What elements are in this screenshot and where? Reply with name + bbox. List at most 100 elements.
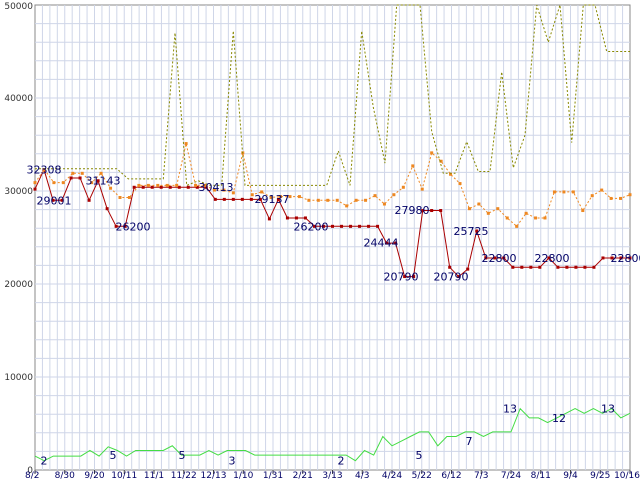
series-1-point: [345, 204, 349, 208]
series-0-point: [87, 198, 91, 202]
series-0-point: [249, 197, 253, 201]
series-1-point: [222, 188, 226, 192]
series-0-point: [358, 224, 362, 228]
series-0-point: [502, 256, 506, 260]
y-tick-label: 40000: [4, 94, 33, 104]
data-label: 27980: [395, 204, 430, 217]
series-1-point: [392, 193, 396, 197]
series-0-point: [195, 185, 199, 189]
series-1-point: [373, 194, 377, 198]
series-1-point: [628, 193, 632, 197]
series-0-point: [60, 198, 64, 202]
series-1-point: [184, 142, 188, 146]
data-label: 20790: [384, 271, 419, 284]
series-1-point: [269, 196, 273, 200]
series-1-point: [401, 185, 405, 189]
x-tick-label: 10/11: [111, 471, 137, 480]
series-0-point: [186, 185, 190, 189]
series-line-1: [34, 143, 631, 228]
series-1-point: [156, 183, 160, 187]
series-0-point: [592, 265, 596, 269]
data-label: 5: [179, 449, 186, 462]
x-tick-label: 1/31: [263, 471, 283, 480]
annotations: 32308 29001 31143 26200 30413 29137 26200 24444…: [27, 164, 640, 468]
data-label: 32308: [27, 164, 62, 177]
data-label: 13: [601, 403, 615, 416]
series-0-point: [285, 216, 289, 220]
data-label: 5: [416, 449, 423, 462]
series-line-3: [34, 407, 631, 462]
x-tick-label: 2/21: [293, 471, 313, 480]
series-0-point: [105, 207, 109, 211]
series-0-point: [276, 197, 280, 201]
series-1-point: [146, 183, 150, 187]
x-tick-label: 5/22: [412, 471, 432, 480]
series-1-point: [212, 188, 216, 192]
series-0-point: [258, 197, 262, 201]
series-1-point: [524, 211, 528, 215]
series-1-point: [175, 183, 179, 187]
series-1-point: [496, 207, 500, 211]
series-1-point: [99, 171, 103, 175]
series-1-point: [430, 151, 434, 155]
y-tick-label: 30000: [4, 187, 33, 197]
y-tick-label: 10000: [4, 373, 33, 383]
x-tick-label: 8/30: [55, 471, 75, 480]
series-0-point: [294, 216, 298, 220]
series-0-point: [565, 265, 569, 269]
series-1-point: [534, 216, 538, 220]
x-tick-label: 9/25: [590, 471, 610, 480]
series-1-point: [458, 182, 462, 186]
series-1-point: [600, 188, 604, 192]
series-1-point: [127, 196, 131, 200]
series-1-point: [411, 164, 415, 168]
series-1-point: [486, 211, 490, 215]
x-tick-label: 8/11: [531, 471, 551, 480]
x-tick-label: 11/1: [144, 471, 164, 480]
series-1-point: [137, 183, 141, 187]
series-1-point: [439, 159, 443, 163]
x-tick-label: 12/13: [201, 471, 227, 480]
series-1-point: [609, 196, 613, 200]
series-0-point: [141, 185, 145, 189]
x-tick-label: 9/4: [563, 471, 578, 480]
data-label: 7: [466, 435, 473, 448]
series-1-point: [118, 196, 122, 200]
data-label: 26200: [116, 220, 151, 233]
series-1-point: [260, 190, 264, 194]
series-0-point: [132, 185, 136, 189]
data-label: 2: [338, 455, 345, 468]
data-label: 13: [503, 403, 517, 416]
x-tick-label: 10/16: [614, 471, 640, 480]
x-axis: 8/2 8/30 9/20 10/11 11/1 11/22 12/13 1/10 1/31 2/…: [25, 470, 640, 480]
data-label: 20790: [434, 271, 469, 284]
series-0-point: [403, 275, 407, 279]
data-label: 22800: [611, 252, 640, 265]
series-0-point: [619, 256, 623, 260]
x-tick-label: 4/24: [382, 471, 402, 480]
series-1-point: [307, 198, 311, 202]
series-0-point: [610, 256, 614, 260]
series-1-point: [33, 181, 37, 185]
series-1-point: [467, 207, 471, 211]
data-label: 2: [41, 455, 48, 468]
series-0-point: [33, 187, 37, 191]
series-0-point: [421, 209, 425, 213]
series-1-point: [165, 183, 169, 187]
data-label: 22800: [482, 252, 517, 265]
series-0-point: [78, 176, 82, 180]
series-1-point: [326, 198, 330, 202]
series-1-point: [80, 171, 84, 175]
series-1-point: [619, 196, 623, 200]
data-label: 29137: [255, 193, 290, 206]
series-0-point: [204, 185, 208, 189]
series-0-point: [520, 265, 524, 269]
y-tick-label: 0: [27, 466, 33, 476]
x-tick-label: 8/2: [25, 471, 39, 480]
x-tick-label: 11/22: [171, 471, 197, 480]
series-0-point: [628, 256, 632, 260]
series-1-point: [231, 191, 235, 195]
series-0-point: [430, 209, 434, 213]
series-line-2: [35, 4, 630, 187]
